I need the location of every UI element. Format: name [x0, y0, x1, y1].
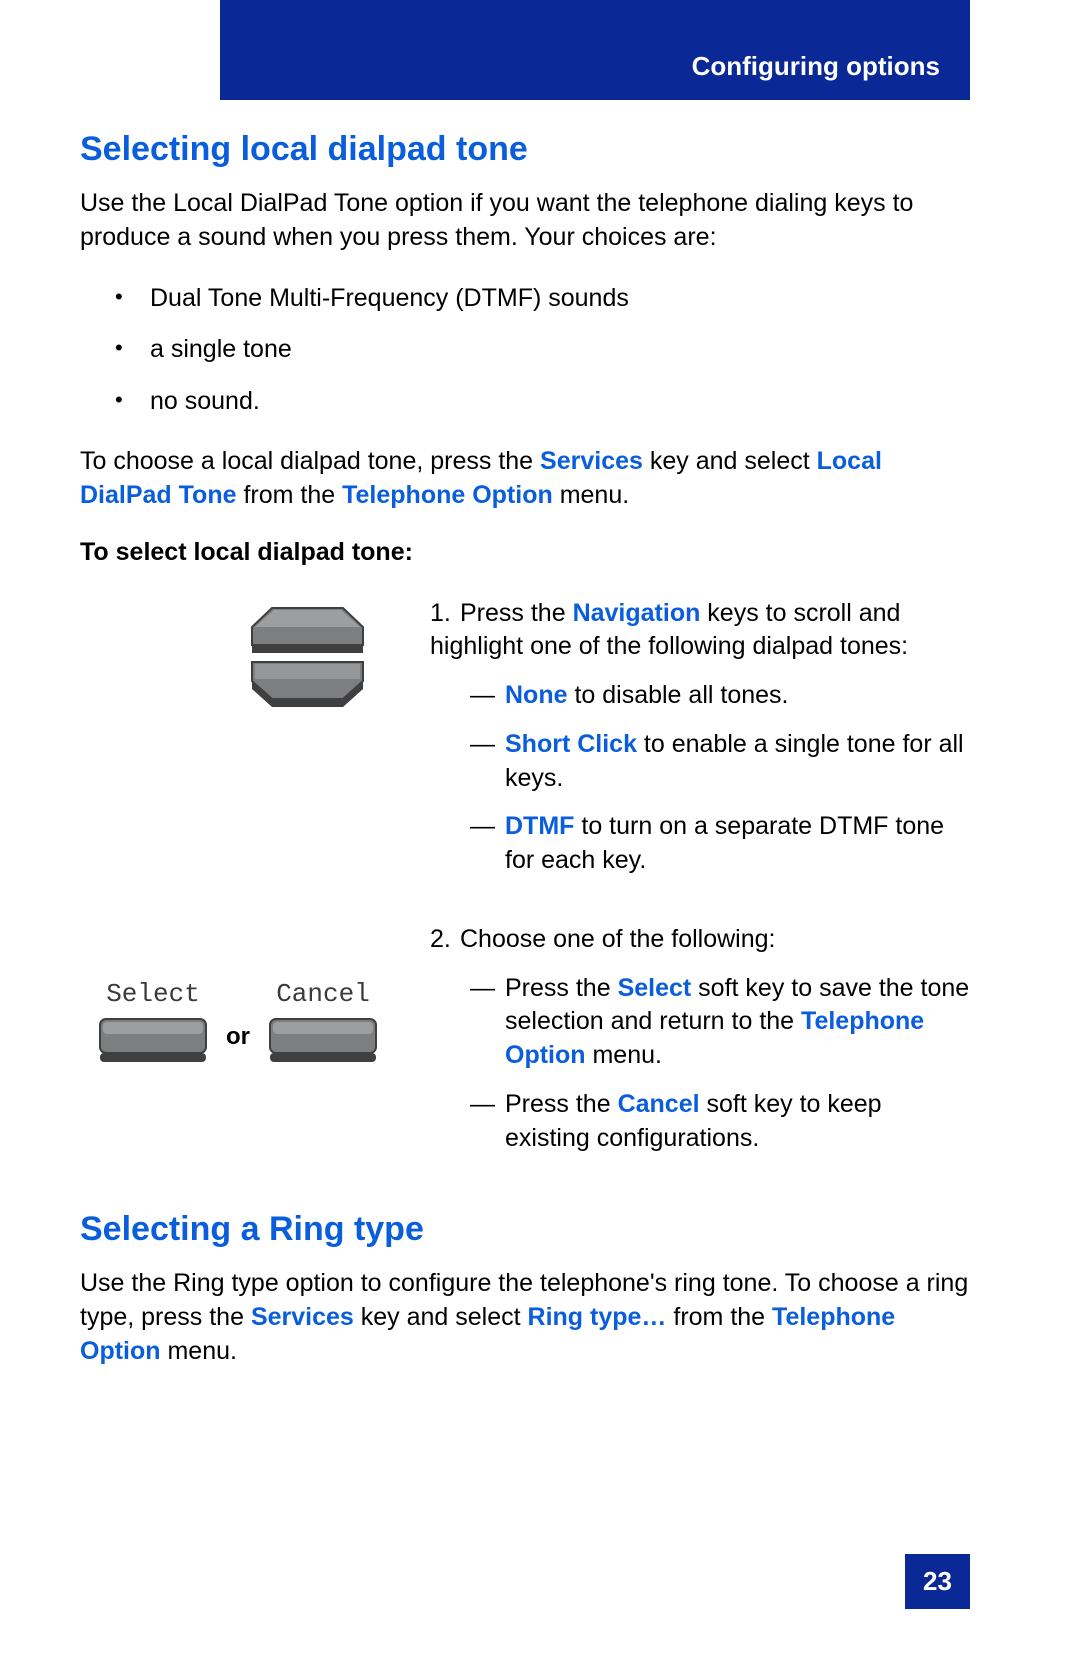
header-title: Configuring options — [692, 51, 940, 82]
navigation-keys-label: Navigation — [573, 599, 701, 627]
instruction-paragraph: To choose a local dialpad tone, press th… — [80, 445, 970, 513]
page-header: Configuring options — [220, 0, 970, 100]
step-number: 1. — [430, 597, 460, 631]
intro-paragraph: Use the Local DialPad Tone option if you… — [80, 187, 970, 255]
text-fragment: from the — [666, 1303, 772, 1331]
tone-option: Short Click to enable a single tone for … — [470, 728, 970, 796]
softkeys-graphic: Select or Cancel — [80, 923, 430, 1065]
ring-type-paragraph: Use the Ring type option to configure th… — [80, 1267, 970, 1368]
step-1-text: 1.Press the Navigation keys to scroll an… — [430, 597, 970, 893]
cancel-softkey-group: Cancel — [268, 979, 378, 1065]
cancel-softkey-label: Cancel — [276, 979, 370, 1009]
nav-down-icon — [250, 661, 365, 709]
tone-option: DTMF to turn on a separate DTMF tone for… — [470, 810, 970, 878]
navigation-keys-graphic — [80, 597, 430, 709]
select-softkey-group: Select — [98, 979, 208, 1065]
bullet-item: no sound. — [115, 383, 970, 421]
text-fragment: key and select — [643, 447, 817, 475]
option-dtmf: DTMF — [505, 812, 574, 840]
services-key-label: Services — [251, 1303, 354, 1331]
services-key-label: Services — [540, 447, 643, 475]
step-2-row: Select or Cancel — [80, 923, 970, 1171]
telephone-option-label: Telephone Option — [342, 481, 553, 509]
bullet-list: Dual Tone Multi-Frequency (DTMF) sounds … — [115, 280, 970, 421]
text-fragment: to disable all tones. — [568, 681, 789, 709]
cancel-key-label: Cancel — [618, 1090, 700, 1118]
text-fragment: menu. — [586, 1041, 662, 1069]
option-none: None — [505, 681, 568, 709]
bullet-item: a single tone — [115, 331, 970, 369]
section-title-dialpad: Selecting local dialpad tone — [80, 130, 970, 169]
nav-up-icon — [250, 607, 365, 655]
procedure-heading: To select local dialpad tone: — [80, 538, 970, 567]
action-option: Press the Cancel soft key to keep existi… — [470, 1088, 970, 1156]
softkey-button-icon — [268, 1017, 378, 1065]
text-fragment: menu. — [161, 1337, 237, 1365]
bullet-item: Dual Tone Multi-Frequency (DTMF) sounds — [115, 280, 970, 318]
page-number-text: 23 — [923, 1566, 952, 1597]
text-fragment: Press the — [505, 974, 618, 1002]
section-title-ring-type: Selecting a Ring type — [80, 1210, 970, 1249]
select-key-label: Select — [618, 974, 692, 1002]
step-number: 2. — [430, 923, 460, 957]
or-text: or — [226, 1023, 250, 1051]
tone-option: None to disable all tones. — [470, 679, 970, 713]
text-fragment: from the — [237, 481, 343, 509]
text-fragment: Choose one of the following: — [460, 925, 776, 953]
step-2-text: 2.Choose one of the following: Press the… — [430, 923, 970, 1171]
text-fragment: key and select — [354, 1303, 528, 1331]
tone-options-list: None to disable all tones. Short Click t… — [430, 679, 970, 878]
ring-type-label: Ring type… — [528, 1303, 667, 1331]
step-1-row: 1.Press the Navigation keys to scroll an… — [80, 597, 970, 893]
page-number: 23 — [905, 1554, 970, 1609]
text-fragment: To choose a local dialpad tone, press th… — [80, 447, 540, 475]
action-options-list: Press the Select soft key to save the to… — [430, 972, 970, 1156]
action-option: Press the Select soft key to save the to… — [470, 972, 970, 1073]
text-fragment: Press the — [460, 599, 573, 627]
option-short-click: Short Click — [505, 730, 637, 758]
text-fragment: menu. — [553, 481, 629, 509]
text-fragment: Press the — [505, 1090, 618, 1118]
softkey-button-icon — [98, 1017, 208, 1065]
page-content: Selecting local dialpad tone Use the Loc… — [80, 120, 970, 1394]
select-softkey-label: Select — [106, 979, 200, 1009]
